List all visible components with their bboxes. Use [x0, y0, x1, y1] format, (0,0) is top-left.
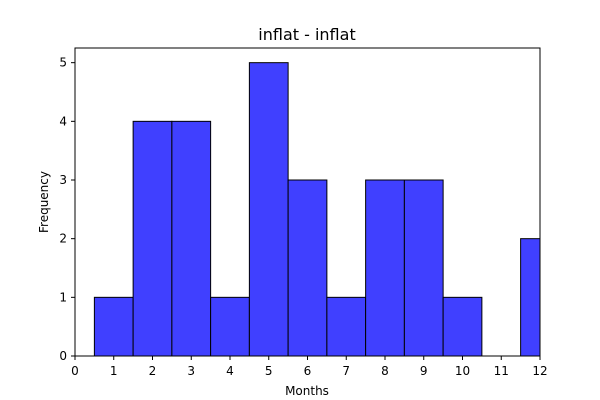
x-tick-label: 0 [71, 364, 79, 378]
histogram-bar [326, 296, 367, 356]
y-axis-label: Frequency [37, 171, 51, 233]
x-tick-label: 6 [304, 364, 312, 378]
x-tick-label: 1 [110, 364, 118, 378]
x-tick-label: 11 [494, 364, 509, 378]
histogram-bar [365, 179, 405, 356]
y-tick-label: 5 [59, 56, 67, 70]
x-tick-label: 2 [149, 364, 157, 378]
histogram-bar [520, 238, 540, 356]
x-tick-label: 12 [532, 364, 547, 378]
x-tick-label: 5 [265, 364, 273, 378]
x-axis: 0 1 2 3 4 5 6 7 8 9 10 11 12 [71, 356, 548, 378]
chart-title: inflat - inflat [258, 25, 355, 44]
histogram-bar [442, 296, 483, 356]
x-tick-label: 7 [342, 364, 350, 378]
histogram-bar [248, 62, 289, 356]
histogram-bar [132, 120, 173, 356]
histogram-bar [93, 296, 134, 356]
x-tick-label: 8 [381, 364, 389, 378]
histogram-bar [171, 120, 212, 356]
x-tick-label: 4 [226, 364, 234, 378]
y-axis: 0 1 2 3 4 5 [59, 56, 75, 363]
x-tick-label: 3 [187, 364, 195, 378]
y-tick-label: 3 [59, 173, 67, 187]
x-axis-label: Months [285, 384, 329, 398]
x-tick-label: 9 [420, 364, 428, 378]
y-tick-label: 2 [59, 232, 67, 246]
x-tick-label: 10 [455, 364, 470, 378]
histogram-bar [287, 179, 328, 356]
bars-group [93, 62, 540, 356]
histogram-bar [403, 179, 444, 356]
histogram-bar [210, 296, 250, 356]
y-tick-label: 0 [59, 349, 67, 363]
y-tick-label: 4 [59, 114, 67, 128]
y-tick-label: 1 [59, 290, 67, 304]
